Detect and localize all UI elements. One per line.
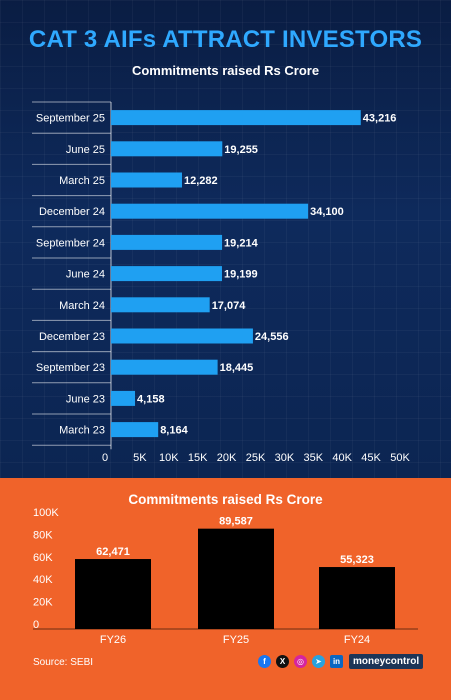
bar bbox=[319, 567, 395, 629]
y-tick-label: 0 bbox=[33, 619, 39, 631]
category-label: June 25 bbox=[66, 144, 105, 156]
y-tick-label: 60K bbox=[33, 552, 53, 564]
source-note: Source: SEBI bbox=[33, 657, 94, 668]
value-label: 43,216 bbox=[363, 113, 397, 125]
category-label: March 24 bbox=[59, 300, 105, 312]
annual-chart-title: Commitments raised Rs Crore bbox=[128, 492, 323, 507]
value-label: 89,587 bbox=[219, 516, 253, 528]
instagram-icon[interactable]: ◎ bbox=[294, 655, 307, 668]
value-label: 55,323 bbox=[340, 554, 374, 566]
bar bbox=[75, 559, 151, 629]
x-tick-label: 30K bbox=[275, 452, 295, 464]
category-label: September 25 bbox=[36, 113, 105, 125]
category-label: September 23 bbox=[36, 362, 105, 374]
bar bbox=[111, 172, 182, 188]
quarterly-chart-title: Commitments raised Rs Crore bbox=[131, 63, 320, 78]
annual-bar-chart: 0 20K 40K 60K 80K 100K 62,471 FY26 89,587 FY25 55,… bbox=[33, 508, 418, 646]
x-tick-label: 5K bbox=[133, 452, 147, 464]
bar bbox=[198, 528, 274, 629]
value-label: 19,214 bbox=[224, 237, 259, 249]
category-label: March 25 bbox=[59, 175, 105, 187]
x-tick-label: 25K bbox=[246, 452, 266, 464]
bar bbox=[111, 359, 218, 375]
value-label: 19,199 bbox=[224, 269, 258, 281]
brand-logo: moneycontrol bbox=[349, 654, 424, 669]
bottom-panel: Commitments raised Rs Crore 0 20K 40K 60K 80… bbox=[0, 478, 451, 700]
category-label: June 23 bbox=[66, 393, 105, 405]
value-label: 12,282 bbox=[184, 175, 218, 187]
bar bbox=[111, 390, 136, 406]
x-icon[interactable]: X bbox=[276, 655, 289, 668]
value-label: 24,556 bbox=[255, 331, 289, 343]
bar bbox=[111, 297, 210, 313]
value-label: 19,255 bbox=[224, 144, 258, 156]
value-label: 17,074 bbox=[212, 300, 247, 312]
top-panel: CAT 3 AIFs ATTRACT INVESTORS Commitments… bbox=[0, 0, 451, 478]
bar bbox=[111, 266, 222, 282]
telegram-icon[interactable]: ➤ bbox=[312, 655, 325, 668]
background-grid bbox=[0, 0, 451, 478]
category-label: December 23 bbox=[39, 331, 105, 343]
category-label: December 24 bbox=[39, 206, 105, 218]
y-tick-label: 80K bbox=[33, 529, 53, 541]
category-label: FY24 bbox=[344, 634, 370, 646]
x-tick-label: 0 bbox=[102, 452, 108, 464]
x-tick-label: 15K bbox=[188, 452, 208, 464]
social-links: f X ◎ ➤ in moneycontrol bbox=[258, 654, 424, 669]
value-label: 4,158 bbox=[137, 393, 165, 405]
bar bbox=[111, 141, 223, 157]
value-label: 62,471 bbox=[96, 546, 130, 558]
y-tick-label: 100K bbox=[33, 508, 59, 519]
value-label: 8,164 bbox=[160, 425, 188, 437]
bar bbox=[111, 422, 159, 438]
quarterly-bar-chart: September 25 43,216 June 25 19,255 March 25 1… bbox=[32, 101, 410, 464]
bar bbox=[111, 234, 223, 250]
page-title: CAT 3 AIFs ATTRACT INVESTORS bbox=[28, 26, 423, 53]
category-label: March 23 bbox=[59, 425, 105, 437]
bar bbox=[111, 328, 253, 344]
facebook-icon[interactable]: f bbox=[258, 655, 271, 668]
x-tick-label: 10K bbox=[159, 452, 179, 464]
category-label: September 24 bbox=[36, 237, 105, 249]
x-tick-label: 20K bbox=[217, 452, 237, 464]
x-tick-label: 35K bbox=[304, 452, 324, 464]
value-label: 34,100 bbox=[310, 206, 344, 218]
x-tick-label: 50K bbox=[390, 452, 410, 464]
category-label: FY25 bbox=[223, 634, 249, 646]
linkedin-icon[interactable]: in bbox=[330, 655, 343, 668]
y-tick-label: 40K bbox=[33, 574, 53, 586]
bar bbox=[111, 110, 361, 126]
x-tick-label: 45K bbox=[361, 452, 381, 464]
value-label: 18,445 bbox=[220, 362, 254, 374]
category-label: June 24 bbox=[66, 269, 105, 281]
y-tick-label: 20K bbox=[33, 597, 53, 609]
x-tick-label: 40K bbox=[332, 452, 352, 464]
category-label: FY26 bbox=[100, 634, 126, 646]
bar bbox=[111, 203, 309, 219]
